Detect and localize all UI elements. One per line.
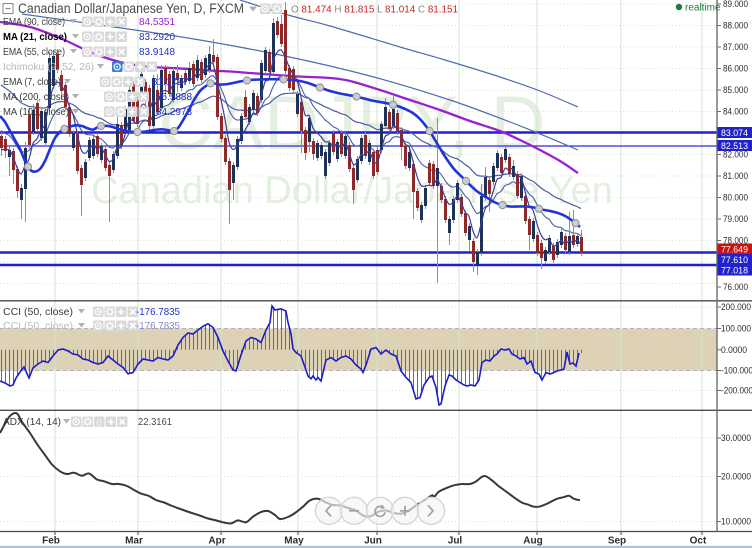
svg-text:Feb: Feb	[42, 536, 60, 547]
svg-text:ADX (14, 14): ADX (14, 14)	[3, 416, 61, 428]
svg-text:85.000: 85.000	[723, 85, 748, 96]
svg-text:Ichimoku (9, 52, 26): Ichimoku (9, 52, 26)	[3, 61, 94, 73]
svg-text:-100.000: -100.000	[721, 366, 752, 376]
svg-text:83.074: 83.074	[721, 128, 748, 138]
svg-text:30.0000: 30.0000	[721, 433, 751, 443]
svg-text:100.000: 100.000	[721, 324, 751, 334]
svg-text:Jun: Jun	[364, 536, 382, 547]
svg-text:May: May	[284, 536, 304, 547]
svg-text:-200.000: -200.000	[721, 386, 752, 396]
svg-text:86.000: 86.000	[723, 64, 748, 75]
svg-text:78.000: 78.000	[723, 236, 748, 247]
svg-text:87.000: 87.000	[723, 42, 748, 53]
svg-text:CCI (50, close): CCI (50, close)	[3, 320, 73, 332]
svg-text:EMA (55, close): EMA (55, close)	[3, 46, 65, 58]
svg-text:20.0000: 20.0000	[721, 472, 751, 482]
svg-text:MA (100, close): MA (100, close)	[3, 106, 69, 118]
svg-text:Sep: Sep	[608, 536, 626, 547]
svg-text:EMA (7, close): EMA (7, close)	[3, 76, 61, 88]
svg-text:89.000: 89.000	[723, 0, 748, 10]
svg-text:76.000: 76.000	[723, 282, 748, 293]
svg-text:84.5351: 84.5351	[139, 16, 175, 28]
svg-text:EMA (90, close): EMA (90, close)	[3, 16, 65, 28]
svg-text:83.9148: 83.9148	[139, 46, 175, 58]
svg-text:Canadian Dollar/Japanese Yen,: Canadian Dollar/Japanese Yen, D, FXCM	[18, 1, 244, 16]
svg-text:Mar: Mar	[125, 536, 143, 547]
svg-text:-176.7835: -176.7835	[136, 320, 180, 332]
svg-text:82.513: 82.513	[721, 141, 748, 151]
svg-text:Oct: Oct	[690, 536, 707, 547]
svg-text:77.610: 77.610	[721, 255, 748, 265]
svg-text:88.000: 88.000	[723, 21, 748, 32]
svg-text:Aug: Aug	[523, 536, 542, 547]
svg-text:0.0000: 0.0000	[721, 345, 747, 355]
svg-text:85.5888: 85.5888	[156, 91, 192, 103]
svg-text:81.1757: 81.1757	[152, 76, 188, 88]
svg-text:77.018: 77.018	[721, 265, 748, 275]
svg-text:CCI (50, close): CCI (50, close)	[3, 306, 73, 318]
svg-text:200.000: 200.000	[721, 302, 751, 312]
svg-text:10.0000: 10.0000	[721, 517, 751, 527]
svg-text:-176.7835: -176.7835	[136, 306, 180, 318]
svg-text:Apr: Apr	[208, 536, 225, 547]
svg-text:81.000: 81.000	[723, 171, 748, 182]
svg-text:MA (200, close): MA (200, close)	[3, 91, 69, 103]
svg-text:79.000: 79.000	[723, 214, 748, 225]
svg-text:83.2920: 83.2920	[139, 31, 175, 43]
svg-text:realtime: realtime	[685, 3, 721, 14]
svg-text:22.3161: 22.3161	[138, 416, 172, 428]
svg-text:MA (21, close): MA (21, close)	[3, 31, 67, 43]
svg-text:(): ()	[97, 418, 103, 427]
svg-text:84.2973: 84.2973	[156, 106, 192, 118]
svg-text:80.000: 80.000	[723, 193, 748, 204]
svg-text:82.000: 82.000	[723, 150, 748, 161]
svg-text:77.649: 77.649	[721, 244, 748, 254]
svg-text:O 81.474 H 81.815 L 81.014 C 8: O 81.474 H 81.815 L 81.014 C 81.151	[291, 4, 458, 16]
svg-text:84.000: 84.000	[723, 107, 748, 118]
svg-text:Jul: Jul	[448, 536, 463, 547]
